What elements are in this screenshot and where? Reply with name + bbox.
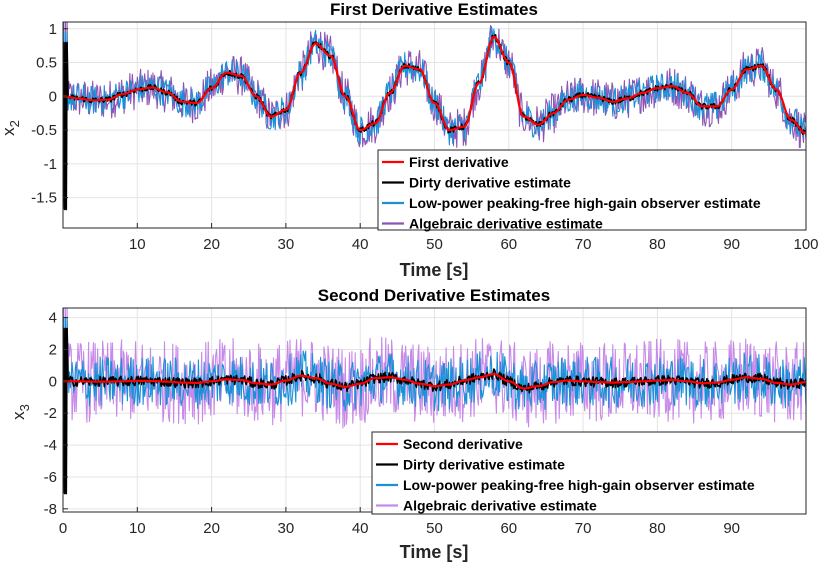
bottom-xtick-label-5: 50 xyxy=(426,520,443,537)
bottom-ytick-label-5: -6 xyxy=(44,469,57,486)
top-xtick-label-3: 40 xyxy=(352,236,369,253)
top-legend-label-true: First derivative xyxy=(409,154,509,170)
bottom-chart-ylabel-main: x xyxy=(9,411,28,420)
top-xtick-label-7: 80 xyxy=(649,236,666,253)
bottom-ytick-label-0: 4 xyxy=(49,310,57,327)
top-xtick-label-2: 30 xyxy=(278,236,295,253)
bottom-xtick-label-7: 70 xyxy=(575,520,592,537)
bottom-xtick-label-0: 0 xyxy=(59,520,67,537)
bottom-ytick-label-2: 0 xyxy=(49,373,57,390)
top-ytick-label-2: 0 xyxy=(49,88,57,105)
bottom-xtick-label-3: 30 xyxy=(278,520,295,537)
bottom-xtick-label-6: 60 xyxy=(500,520,517,537)
top-xtick-label-5: 60 xyxy=(500,236,517,253)
top-series-true xyxy=(63,35,806,135)
top-legend-box xyxy=(377,149,807,231)
bottom-xtick-label-2: 20 xyxy=(203,520,220,537)
top-chart-title: First Derivative Estimates xyxy=(330,0,538,19)
bottom-chart-ylabel-sub: 3 xyxy=(17,404,32,411)
top-chart-ylabel: x2 xyxy=(0,120,22,136)
bottom-xtick-label-9: 90 xyxy=(723,520,740,537)
top-xtick-label-1: 20 xyxy=(203,236,220,253)
top-xtick-label-0: 10 xyxy=(129,236,146,253)
top-ytick-label-0: 1 xyxy=(49,21,57,38)
bottom-legend: Second derivative Dirty derivative estima… xyxy=(371,431,807,515)
top-xtick-label-8: 90 xyxy=(723,236,740,253)
top-series-group xyxy=(63,22,806,211)
top-ytick-label-4: -1 xyxy=(44,156,57,173)
top-chart-xlabel: Time [s] xyxy=(400,260,469,280)
bottom-chart-title: Second Derivative Estimates xyxy=(318,286,550,305)
top-series-dirty xyxy=(63,34,806,211)
bottom-chart-xlabel: Time [s] xyxy=(400,542,469,562)
top-xtick-label-6: 70 xyxy=(575,236,592,253)
top-xtick-label-4: 50 xyxy=(426,236,443,253)
bottom-xtick-label-1: 10 xyxy=(129,520,146,537)
bottom-xtick-label-4: 40 xyxy=(352,520,369,537)
top-legend-label-dirty: Dirty derivative estimate xyxy=(409,175,571,191)
bottom-legend-label-alg: Algebraic derivative estimate xyxy=(403,498,597,514)
bottom-legend-label-dirty: Dirty derivative estimate xyxy=(403,457,565,473)
top-chart-ylabel-sub: 2 xyxy=(7,120,22,127)
bottom-legend-label-hgo: Low-power peaking-free high-gain observe… xyxy=(403,477,755,493)
top-chart-ylabel-main: x xyxy=(0,127,18,136)
bottom-legend-box xyxy=(371,431,807,515)
top-xtick-label-9: 100 xyxy=(793,236,818,253)
bottom-xtick-label-8: 80 xyxy=(649,520,666,537)
bottom-chart-ylabel: x3 xyxy=(9,404,32,420)
top-legend: First derivative Dirty derivative estimat… xyxy=(377,149,807,232)
bottom-ytick-label-1: 2 xyxy=(49,341,57,358)
bottom-legend-label-true: Second derivative xyxy=(403,436,523,452)
bottom-series-alg xyxy=(63,308,806,493)
top-ytick-label-3: -0.5 xyxy=(31,122,57,139)
bottom-series-hgo xyxy=(63,317,806,494)
bottom-series-true xyxy=(63,373,806,390)
bottom-chart: Second Derivative Estimates Time [s] x3 xyxy=(9,286,550,562)
top-legend-label-alg: Algebraic derivative estimate xyxy=(409,216,603,232)
bottom-ytick-label-3: -2 xyxy=(44,405,57,422)
top-chart: First Derivative Estimates Time [s] x2 xyxy=(0,0,538,280)
top-chart-plot: 10 20 30 40 50 60 70 80 90 100 1 0.5 0 -0.5 -1 -1.5 Firs… xyxy=(31,21,818,253)
bottom-series-group xyxy=(63,308,806,495)
top-ytick-label-5: -1.5 xyxy=(31,190,57,207)
top-legend-label-hgo: Low-power peaking-free high-gain observe… xyxy=(409,195,761,211)
top-ytick-label-1: 0.5 xyxy=(36,55,57,72)
bottom-ytick-label-6: -8 xyxy=(44,501,57,518)
bottom-ytick-label-4: -4 xyxy=(44,437,57,454)
